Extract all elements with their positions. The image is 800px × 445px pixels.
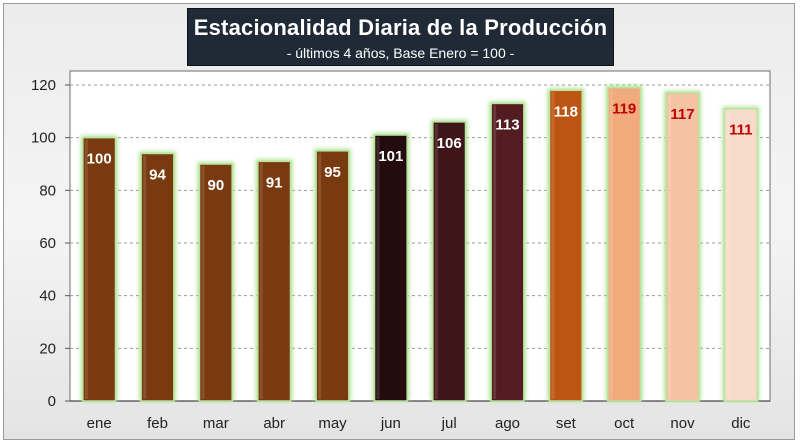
- x-tick-label: oct: [614, 415, 635, 432]
- data-label: 117: [670, 106, 694, 123]
- bar: [198, 163, 233, 402]
- bar: [548, 89, 583, 402]
- bar-highlight: [609, 89, 613, 399]
- bar-highlight: [318, 152, 322, 399]
- bar: [665, 92, 700, 402]
- bar: [257, 160, 292, 402]
- plot-area: [69, 70, 771, 402]
- y-tick-label: 40: [39, 288, 56, 305]
- bar-highlight: [493, 105, 497, 399]
- x-tick-label: mar: [203, 415, 229, 432]
- data-label: 90: [207, 177, 224, 194]
- bar: [607, 86, 642, 402]
- bar: [432, 121, 467, 402]
- x-tick-label: jul: [441, 415, 457, 432]
- x-tick-label: ago: [495, 415, 520, 432]
- y-tick-label: 120: [31, 77, 56, 94]
- x-tick-label: may: [318, 415, 347, 432]
- y-tick-label: 60: [39, 235, 56, 252]
- x-tick-label: ene: [87, 415, 112, 432]
- x-tick-label: nov: [670, 415, 695, 432]
- bar: [315, 150, 350, 402]
- data-label: 111: [729, 122, 752, 139]
- data-label: 118: [554, 103, 578, 120]
- data-label: 94: [149, 166, 166, 183]
- bar: [373, 134, 408, 402]
- bar-highlight: [84, 139, 88, 399]
- x-tick-label: jun: [380, 415, 401, 432]
- y-tick-label: 100: [31, 130, 56, 147]
- bar-highlight: [551, 92, 555, 400]
- bar-highlight: [726, 110, 730, 399]
- chart-title: Estacionalidad Diaria de la Producción: [193, 15, 608, 40]
- bar-highlight: [201, 166, 205, 399]
- data-label: 119: [612, 101, 636, 118]
- x-tick-label: dic: [731, 415, 751, 432]
- x-tick-label: set: [556, 415, 577, 432]
- bar: [490, 102, 525, 402]
- y-tick-label: 20: [39, 340, 56, 357]
- chart-title-box: Estacionalidad Diaria de la Producción -…: [187, 8, 614, 66]
- y-tick-label: 80: [39, 182, 56, 199]
- bar-highlight: [376, 137, 380, 400]
- data-label: 95: [324, 164, 341, 181]
- bar-highlight: [143, 155, 147, 399]
- bar-highlight: [434, 123, 438, 399]
- x-tick-label: abr: [263, 415, 285, 432]
- data-label: 106: [437, 135, 462, 152]
- data-label: 100: [87, 151, 112, 168]
- chart-subtitle: - últimos 4 años, Base Enero = 100 -: [286, 45, 515, 61]
- data-label: 101: [378, 148, 403, 165]
- data-label: 91: [266, 174, 283, 191]
- y-tick-label: 0: [48, 393, 56, 410]
- bar-highlight: [259, 163, 263, 399]
- bar-highlight: [668, 94, 672, 400]
- bar: [140, 152, 175, 402]
- data-label: 113: [495, 116, 519, 133]
- bar: [723, 107, 758, 402]
- bar: [82, 136, 117, 402]
- x-tick-label: feb: [147, 415, 168, 432]
